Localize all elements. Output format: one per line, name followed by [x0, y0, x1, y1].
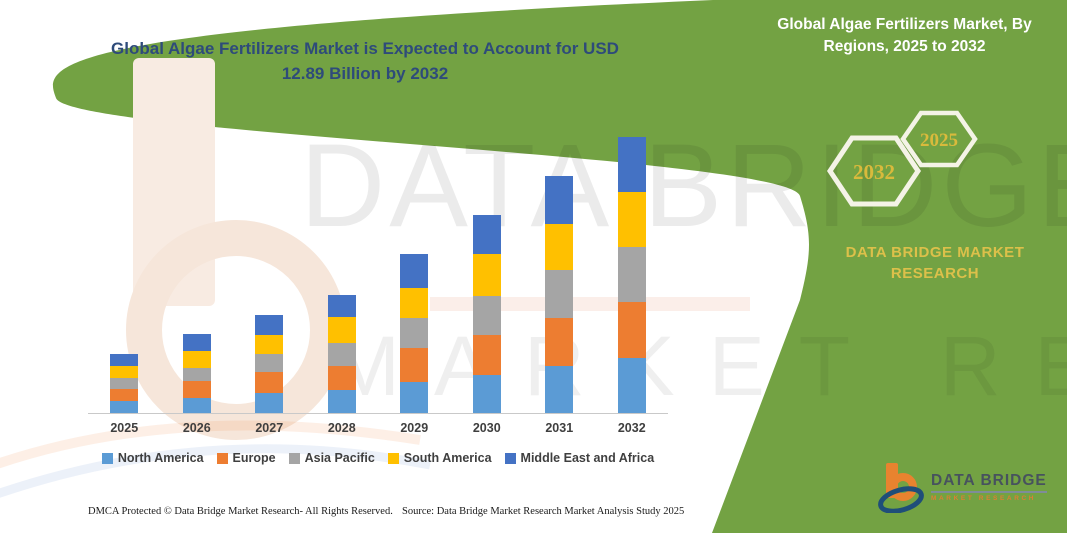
segment-europe	[617, 302, 646, 358]
legend-item-asia-pacific: Asia Pacific	[288, 451, 375, 465]
segment-europe	[327, 365, 356, 390]
segment-asia-pacific	[400, 317, 429, 348]
segment-south-america	[182, 350, 211, 369]
segment-middle-east-and-africa	[545, 176, 574, 224]
dmca-notice: DMCA Protected © Data Bridge Market Rese…	[88, 506, 393, 517]
segment-north-america	[182, 398, 211, 413]
x-tick-2029: 2029	[400, 421, 429, 435]
x-tick-2030: 2030	[472, 421, 501, 435]
source-notice: Source: Data Bridge Market Research Mark…	[402, 506, 685, 517]
segment-north-america	[327, 389, 356, 413]
legend-item-middle-east-and-africa: Middle East and Africa	[504, 451, 655, 465]
bar-2029	[378, 113, 451, 413]
x-tick-2028: 2028	[327, 421, 356, 435]
bar-2027	[233, 113, 306, 413]
segment-middle-east-and-africa	[400, 253, 429, 288]
legend-label: Asia Pacific	[304, 451, 375, 465]
bar-2026	[161, 113, 234, 413]
stacked-bar	[110, 353, 139, 413]
segment-north-america	[545, 366, 574, 413]
segment-asia-pacific	[110, 378, 139, 389]
segment-asia-pacific	[182, 368, 211, 382]
segment-south-america	[255, 335, 284, 354]
bar-2032	[596, 113, 669, 413]
x-tick-2031: 2031	[545, 421, 574, 435]
segment-north-america	[110, 401, 139, 413]
chart-legend: North America Europe Asia Pacific South Ame…	[70, 451, 686, 465]
legend-swatch-icon	[216, 452, 228, 464]
segment-europe	[255, 372, 284, 393]
segment-asia-pacific	[255, 353, 284, 373]
x-axis-labels: 2025 2026 2027 2028 2029 2030 2031 2032	[88, 421, 668, 435]
segment-middle-east-and-africa	[182, 333, 211, 351]
segment-middle-east-and-africa	[617, 136, 646, 193]
legend-item-north-america: North America	[101, 451, 204, 465]
bar-2025	[88, 113, 161, 413]
stacked-bar	[327, 294, 356, 413]
legend-swatch-icon	[387, 452, 399, 464]
segment-middle-east-and-africa	[472, 215, 501, 255]
segment-middle-east-and-africa	[110, 353, 139, 367]
legend-swatch-icon	[101, 452, 113, 464]
legend-item-europe: Europe	[216, 451, 276, 465]
legend-label: Middle East and Africa	[520, 451, 655, 465]
stacked-bar	[472, 215, 501, 413]
segment-middle-east-and-africa	[255, 314, 284, 336]
legend-swatch-icon	[504, 452, 516, 464]
segment-europe	[110, 389, 139, 401]
chart-title: Global Algae Fertilizers Market is Expec…	[111, 39, 619, 83]
legend-label: Europe	[232, 451, 276, 465]
stacked-bar	[545, 176, 574, 413]
stacked-bar	[400, 253, 429, 413]
x-tick-2032: 2032	[617, 421, 646, 435]
segment-south-america	[545, 223, 574, 271]
stacked-bar	[255, 314, 284, 413]
segment-north-america	[472, 374, 501, 413]
x-tick-2027: 2027	[255, 421, 284, 435]
bar-2031	[523, 113, 596, 413]
segment-north-america	[617, 357, 646, 413]
segment-north-america	[400, 381, 429, 413]
legend-item-south-america: South America	[387, 451, 492, 465]
segment-europe	[472, 334, 501, 375]
x-tick-2026: 2026	[182, 421, 211, 435]
segment-europe	[182, 381, 211, 398]
plot-area	[88, 113, 668, 414]
segment-asia-pacific	[545, 270, 574, 319]
stacked-bar	[182, 333, 211, 413]
segment-asia-pacific	[327, 342, 356, 366]
bar-2028	[306, 113, 379, 413]
segment-europe	[545, 318, 574, 367]
stacked-bar	[617, 136, 646, 413]
legend-label: North America	[117, 451, 204, 465]
legend-swatch-icon	[288, 452, 300, 464]
segment-south-america	[110, 366, 139, 379]
segment-south-america	[472, 254, 501, 297]
segment-south-america	[327, 317, 356, 343]
bar-2030	[451, 113, 524, 413]
x-tick-2025: 2025	[110, 421, 139, 435]
segment-south-america	[400, 287, 429, 318]
segment-europe	[400, 347, 429, 382]
segment-north-america	[255, 392, 284, 413]
segment-south-america	[617, 192, 646, 248]
segment-asia-pacific	[472, 296, 501, 335]
segment-middle-east-and-africa	[327, 294, 356, 318]
segment-asia-pacific	[617, 247, 646, 303]
legend-label: South America	[403, 451, 492, 465]
